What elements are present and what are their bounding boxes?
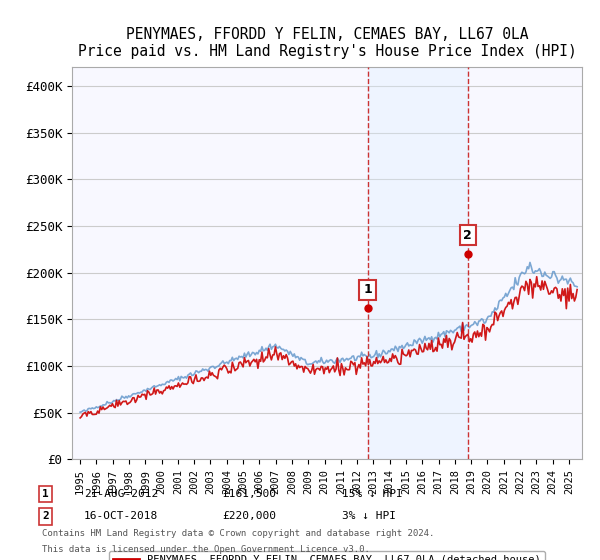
Title: PENYMAES, FFORDD Y FELIN, CEMAES BAY, LL67 0LA
Price paid vs. HM Land Registry's: PENYMAES, FFORDD Y FELIN, CEMAES BAY, LL… bbox=[77, 27, 577, 59]
Text: 16-OCT-2018: 16-OCT-2018 bbox=[84, 511, 158, 521]
Text: 1: 1 bbox=[42, 489, 49, 499]
Text: 3% ↓ HPI: 3% ↓ HPI bbox=[342, 511, 396, 521]
Text: 1: 1 bbox=[363, 283, 372, 296]
Bar bbox=[368, 67, 468, 459]
Text: This data is licensed under the Open Government Licence v3.0.: This data is licensed under the Open Gov… bbox=[42, 544, 370, 554]
Text: 15% ↓ HPI: 15% ↓ HPI bbox=[342, 489, 403, 499]
Text: 21-AUG-2012: 21-AUG-2012 bbox=[84, 489, 158, 499]
Text: 2: 2 bbox=[42, 511, 49, 521]
Legend: PENYMAES, FFORDD Y FELIN, CEMAES BAY, LL67 0LA (detached house), HPI: Average pr: PENYMAES, FFORDD Y FELIN, CEMAES BAY, LL… bbox=[109, 550, 545, 560]
Text: £161,500: £161,500 bbox=[222, 489, 276, 499]
Text: Contains HM Land Registry data © Crown copyright and database right 2024.: Contains HM Land Registry data © Crown c… bbox=[42, 530, 434, 539]
Text: £220,000: £220,000 bbox=[222, 511, 276, 521]
Text: 2: 2 bbox=[463, 228, 472, 242]
